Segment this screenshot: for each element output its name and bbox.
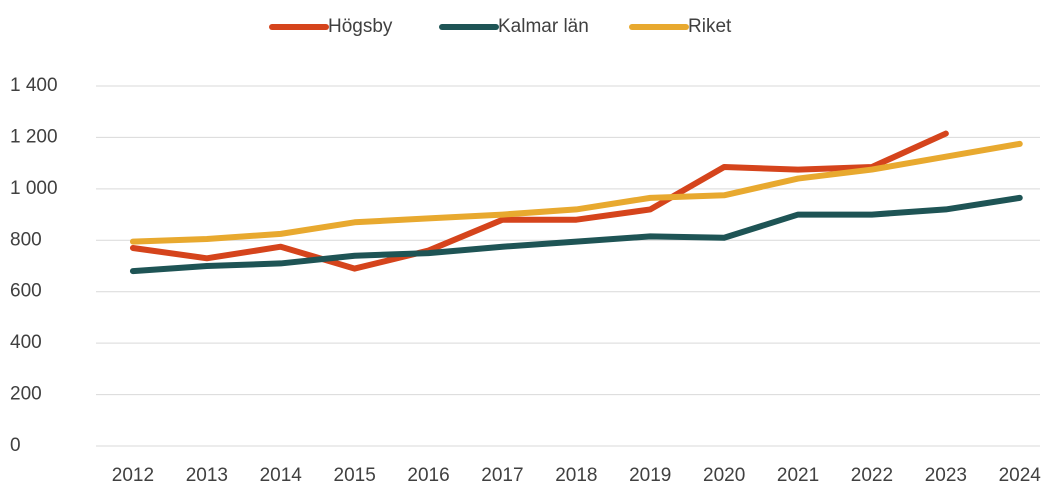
legend-label: Kalmar län: [498, 16, 589, 37]
legend-label: Högsby: [328, 16, 393, 37]
y-tick-label: 1 400: [10, 75, 58, 96]
x-tick-label: 2021: [777, 465, 819, 486]
x-tick-label: 2014: [260, 465, 303, 486]
x-tick-label: 2022: [851, 465, 893, 486]
legend-label: Riket: [688, 16, 732, 37]
x-tick-label: 2015: [334, 465, 376, 486]
y-tick-label: 0: [10, 435, 21, 456]
data-line: [129, 194, 1023, 275]
x-tick-label: 2024: [999, 465, 1042, 486]
x-tick-label: 2019: [629, 465, 671, 486]
y-tick-label: 1 000: [10, 178, 58, 199]
data-line: [129, 130, 949, 272]
y-tick-label: 400: [10, 332, 42, 353]
x-tick-label: 2018: [555, 465, 597, 486]
x-tick-label: 2023: [925, 465, 967, 486]
y-tick-label: 800: [10, 229, 42, 250]
data-line: [129, 140, 1023, 245]
x-tick-label: 2013: [186, 465, 228, 486]
y-tick-label: 600: [10, 281, 42, 302]
y-tick-label: 200: [10, 384, 42, 405]
x-tick-label: 2012: [112, 465, 154, 486]
x-tick-label: 2020: [703, 465, 745, 486]
x-tick-label: 2017: [481, 465, 523, 486]
y-tick-label: 1 200: [10, 126, 58, 147]
x-tick-label: 2016: [407, 465, 449, 486]
